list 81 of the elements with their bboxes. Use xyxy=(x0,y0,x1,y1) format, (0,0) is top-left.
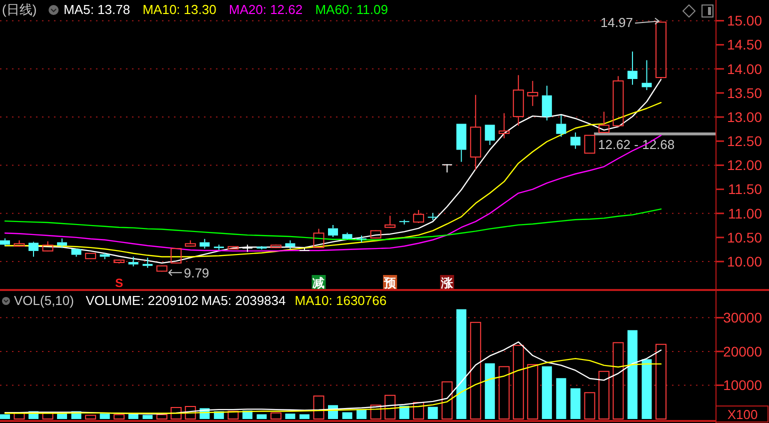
text: MA5: 13.78 xyxy=(64,2,130,17)
annotation: S xyxy=(115,276,124,290)
bar xyxy=(270,412,282,420)
bar xyxy=(0,414,10,419)
annotation: 预 xyxy=(383,276,398,290)
candlestick xyxy=(128,256,138,267)
candlestick xyxy=(542,85,552,121)
y-tick-label: 10000 xyxy=(723,377,762,394)
bar xyxy=(100,414,110,419)
candlestick xyxy=(556,114,566,138)
bar xyxy=(556,378,566,419)
annotation: 14.97 xyxy=(600,15,633,30)
candlestick xyxy=(642,60,652,91)
bar xyxy=(285,414,296,419)
line-series xyxy=(4,358,662,414)
candlestick xyxy=(470,94,482,171)
y-tick-label: 11.50 xyxy=(728,181,762,198)
annotation: 9.79 xyxy=(184,266,210,281)
bar xyxy=(527,364,538,420)
y-tick-label: 14.00 xyxy=(726,60,762,77)
bar xyxy=(598,370,610,420)
bar xyxy=(627,330,638,419)
candlestick xyxy=(200,238,210,250)
bar xyxy=(442,381,453,420)
text: MA10: 13.30 xyxy=(142,2,216,17)
candlestick xyxy=(0,238,10,246)
bar xyxy=(342,412,352,419)
bar xyxy=(114,414,125,420)
bar xyxy=(656,344,666,420)
bar xyxy=(642,359,652,419)
text: X100 xyxy=(727,407,758,422)
bar xyxy=(470,322,482,420)
y-tick-label: 10.50 xyxy=(726,229,762,246)
candlestick xyxy=(214,244,224,250)
bar xyxy=(456,309,466,419)
candlestick xyxy=(356,235,367,243)
bar xyxy=(256,414,267,419)
bar xyxy=(299,414,310,419)
line-series xyxy=(4,341,662,415)
bar xyxy=(570,388,580,419)
y-tick-label: 20000 xyxy=(723,343,762,360)
annotation: 减 xyxy=(312,276,325,290)
bar xyxy=(542,366,552,419)
candlestick xyxy=(142,257,153,268)
text: MA10: 1630766 xyxy=(294,293,387,308)
candlestick xyxy=(527,80,538,106)
text: MA20: 12.62 xyxy=(228,2,303,17)
y-tick-label: 11.00 xyxy=(728,205,762,222)
candlestick xyxy=(342,232,352,239)
bar xyxy=(512,344,524,420)
y-tick-label: 12.00 xyxy=(726,157,762,174)
bar xyxy=(428,406,438,419)
band-label: 12.62 - 12.68 xyxy=(598,136,675,152)
text: MA60: 11.09 xyxy=(315,2,388,17)
y-tick-label: 30000 xyxy=(723,310,762,326)
candlestick xyxy=(570,132,580,150)
bar xyxy=(484,363,495,419)
y-tick-label: 10.00 xyxy=(726,253,762,270)
bar xyxy=(313,396,324,420)
bar xyxy=(142,414,153,419)
annotation: VOLUME: 2209102 xyxy=(86,293,198,308)
candlestick xyxy=(28,241,39,258)
y-tick-label: 15.00 xyxy=(726,12,762,29)
bar xyxy=(156,414,168,420)
chart-title: VOL(5,10) xyxy=(14,293,74,308)
bar xyxy=(85,414,96,420)
text: MA5: 2039834 xyxy=(201,293,286,308)
chart-title: (日线) xyxy=(2,2,37,17)
y-tick-label: 14.50 xyxy=(726,36,762,53)
candlestick xyxy=(328,224,338,238)
bar xyxy=(498,366,510,420)
y-tick-label: 13.50 xyxy=(726,84,762,101)
y-tick-label: 13.00 xyxy=(726,108,762,125)
bar xyxy=(612,342,624,420)
candlestick xyxy=(512,74,524,126)
candlestick xyxy=(256,246,267,250)
y-tick-label: 12.50 xyxy=(726,133,762,150)
annotation: 涨 xyxy=(440,276,454,290)
bar xyxy=(399,406,410,419)
candlestick xyxy=(627,51,638,86)
bar xyxy=(584,392,596,420)
